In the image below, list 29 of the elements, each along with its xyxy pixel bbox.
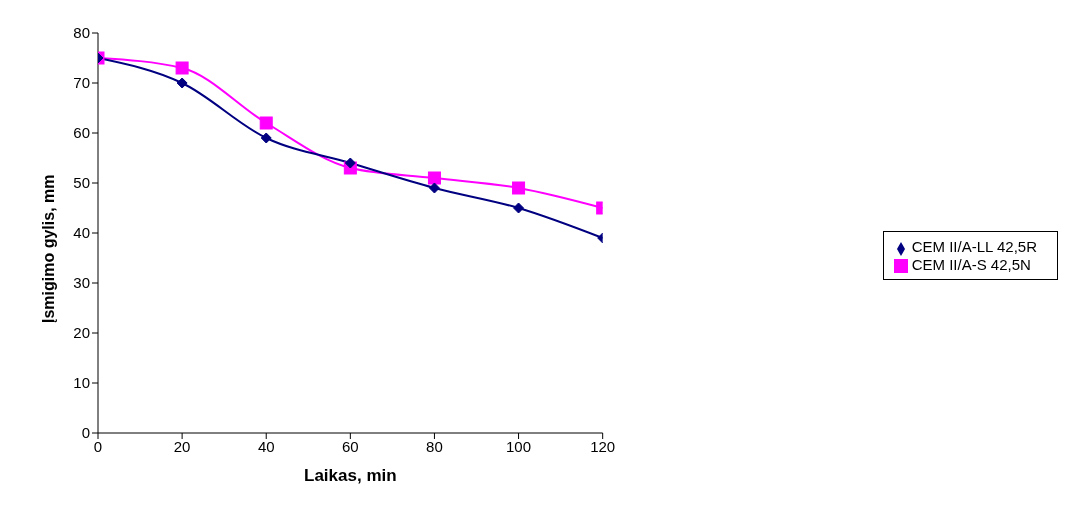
y-tick-label: 40 xyxy=(73,224,90,242)
point xyxy=(260,132,272,144)
y-tick-label: 0 xyxy=(81,424,90,442)
y-tick-label: 30 xyxy=(73,274,90,292)
y-tick-label: 50 xyxy=(73,174,90,192)
legend-label: CEM II/A-S 42,5N xyxy=(911,255,1031,273)
y-tick-label: 20 xyxy=(73,324,90,342)
x-tick-label: 60 xyxy=(341,437,359,455)
point xyxy=(175,61,189,75)
point xyxy=(428,182,440,194)
x-tick-label: 20 xyxy=(173,437,191,455)
point xyxy=(259,116,273,130)
x-tick-label: 120 xyxy=(590,437,616,455)
x-tick-label: 0 xyxy=(93,437,103,455)
y-tick-label: 70 xyxy=(73,74,90,92)
y-tick-label: 60 xyxy=(73,124,90,142)
point xyxy=(427,171,441,185)
x-tick-label: 40 xyxy=(257,437,275,455)
point xyxy=(176,77,188,89)
point xyxy=(513,202,525,214)
x-tick-label: 100 xyxy=(506,437,532,455)
y-tick-label: 80 xyxy=(73,24,90,42)
point xyxy=(512,181,526,195)
x-tick-label: 80 xyxy=(426,437,443,455)
y-axis-title: Įsmigimo gylis, mm xyxy=(39,174,57,323)
y-tick-label: 10 xyxy=(73,374,90,392)
legend-label: CEM II/A-LL 42,5R xyxy=(911,238,1037,256)
point xyxy=(344,157,356,169)
x-axis-title: Laikas, min xyxy=(304,466,397,485)
